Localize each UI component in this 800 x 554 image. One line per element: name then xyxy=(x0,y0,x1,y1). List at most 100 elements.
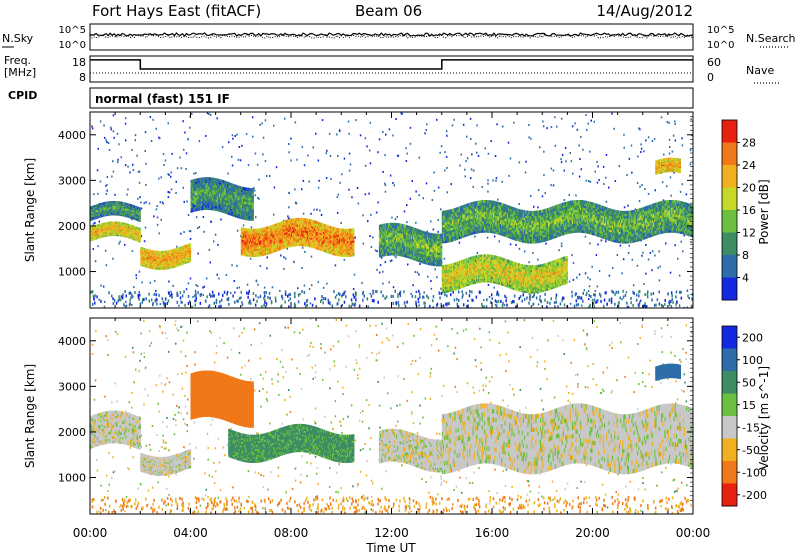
scatter-cell xyxy=(149,281,151,284)
data-cell xyxy=(117,228,120,231)
data-cell xyxy=(190,186,193,190)
data-cell xyxy=(193,192,196,196)
data-cell xyxy=(115,221,117,224)
data-cell xyxy=(230,183,233,187)
scatter-cell xyxy=(668,152,671,155)
scatter-cell xyxy=(145,183,147,186)
scatter-cell xyxy=(509,157,512,160)
data-cell xyxy=(142,247,145,250)
data-cell xyxy=(117,205,120,207)
data-cell xyxy=(281,227,284,230)
data-cell xyxy=(201,193,204,197)
ground-cell xyxy=(115,301,118,305)
data-cell xyxy=(158,262,161,265)
data-cell xyxy=(187,253,189,256)
data-cell xyxy=(124,231,126,234)
scatter-cell xyxy=(263,286,266,289)
data-cell xyxy=(278,239,281,243)
data-cell xyxy=(93,207,96,209)
data-cell xyxy=(280,237,283,240)
data-cell xyxy=(166,251,169,254)
data-cell xyxy=(98,233,100,236)
data-cell xyxy=(180,251,182,254)
data-cell xyxy=(288,219,291,222)
scatter-cell xyxy=(127,188,129,191)
data-cell xyxy=(280,246,283,250)
scatter-cell xyxy=(261,122,263,125)
data-cell xyxy=(316,240,318,244)
ground-cell xyxy=(263,291,266,294)
data-cell xyxy=(103,233,106,236)
data-cell xyxy=(288,228,291,232)
scatter-cell xyxy=(340,222,342,224)
data-cell xyxy=(106,231,108,234)
ground-cell xyxy=(483,305,485,308)
ground-cell xyxy=(223,290,226,294)
data-cell xyxy=(120,203,123,206)
scatter-cell xyxy=(470,177,472,180)
ground-cell xyxy=(644,293,646,296)
scatter-cell xyxy=(348,152,351,155)
scatter-cell xyxy=(218,277,220,280)
data-cell xyxy=(289,222,292,226)
data-cell xyxy=(239,202,242,206)
data-cell xyxy=(167,252,170,255)
data-cell xyxy=(123,208,125,210)
data-cell xyxy=(211,188,213,192)
data-cell xyxy=(247,212,250,216)
scatter-cell xyxy=(131,303,133,306)
ground-cell xyxy=(288,305,290,308)
scatter-cell xyxy=(647,136,650,139)
data-cell xyxy=(254,240,257,244)
data-cell xyxy=(103,207,106,210)
data-cell xyxy=(119,225,122,228)
ground-cell xyxy=(578,296,581,299)
scatter-cell xyxy=(466,135,468,138)
scatter-cell xyxy=(561,153,564,156)
ground-cell xyxy=(194,289,197,293)
scatter-cell xyxy=(118,143,120,146)
ground-cell xyxy=(656,298,659,302)
data-cell xyxy=(256,228,259,232)
data-cell xyxy=(200,202,203,206)
data-cell xyxy=(104,227,107,229)
data-cell xyxy=(299,223,301,227)
data-cell xyxy=(140,253,142,256)
data-cell xyxy=(230,201,233,205)
data-cell xyxy=(100,211,102,214)
data-cell xyxy=(114,202,116,205)
scatter-cell xyxy=(144,226,147,229)
data-cell xyxy=(241,202,244,206)
data-cell xyxy=(204,200,206,204)
data-cell xyxy=(252,234,254,238)
data-cell xyxy=(134,238,137,240)
scatter-cell xyxy=(683,306,686,308)
scatter-cell xyxy=(168,173,170,176)
data-cell xyxy=(249,244,252,248)
data-cell xyxy=(134,214,137,217)
ground-cell xyxy=(614,302,616,306)
beam-label: Beam 06 xyxy=(355,2,422,20)
data-cell xyxy=(198,180,201,184)
ground-cell xyxy=(691,297,693,301)
ground-cell xyxy=(134,291,136,295)
data-cell xyxy=(293,243,295,247)
data-cell xyxy=(256,246,259,249)
data-cell xyxy=(161,263,164,266)
ground-cell xyxy=(440,292,443,295)
ground-cell xyxy=(358,304,361,308)
ground-cell xyxy=(422,295,425,299)
data-cell xyxy=(109,226,112,229)
data-cell xyxy=(104,202,107,205)
data-cell xyxy=(169,249,172,252)
data-cell xyxy=(150,261,153,264)
data-cell xyxy=(246,189,249,193)
data-cell xyxy=(227,202,229,206)
data-cell xyxy=(295,223,298,227)
data-cell xyxy=(251,206,253,210)
ground-cell xyxy=(248,301,250,305)
data-cell xyxy=(231,194,234,198)
scatter-cell xyxy=(140,201,142,204)
data-cell xyxy=(131,232,133,235)
scatter-cell xyxy=(93,221,96,224)
